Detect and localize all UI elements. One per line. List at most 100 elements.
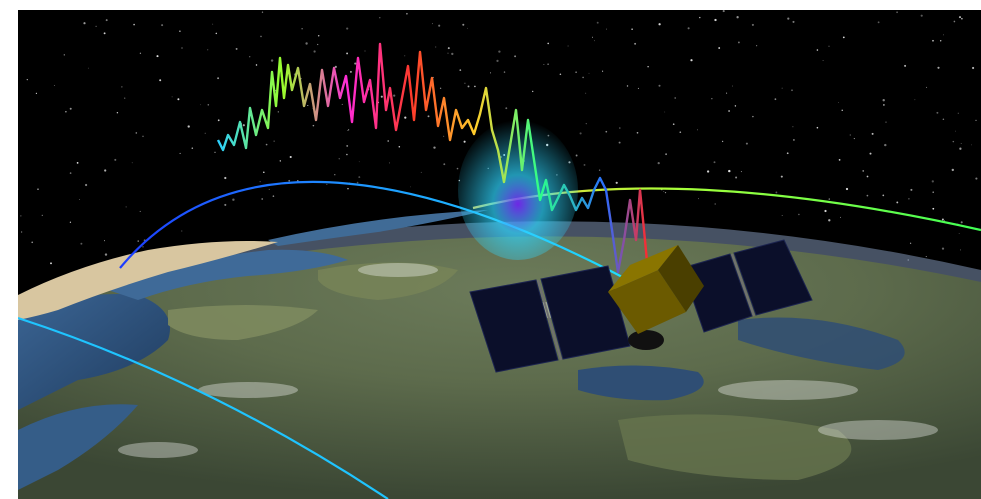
star bbox=[838, 159, 841, 161]
star bbox=[279, 160, 281, 162]
star bbox=[960, 221, 963, 224]
star bbox=[307, 104, 309, 107]
star bbox=[76, 162, 79, 164]
star bbox=[313, 50, 316, 53]
star bbox=[567, 45, 569, 47]
star bbox=[960, 143, 962, 144]
star bbox=[781, 215, 783, 216]
star bbox=[543, 64, 545, 65]
star bbox=[35, 92, 37, 94]
satellite[interactable] bbox=[469, 239, 813, 373]
star bbox=[791, 89, 793, 92]
star bbox=[575, 71, 577, 74]
star bbox=[124, 97, 126, 99]
ocean-central bbox=[18, 404, 138, 490]
star bbox=[467, 27, 468, 29]
star bbox=[828, 198, 830, 200]
star bbox=[816, 126, 819, 129]
star bbox=[849, 134, 851, 136]
satellite-body-front bbox=[608, 270, 686, 334]
star bbox=[187, 125, 190, 128]
star bbox=[133, 23, 135, 26]
star bbox=[728, 110, 731, 112]
star bbox=[358, 176, 361, 179]
star bbox=[181, 47, 183, 49]
star bbox=[433, 146, 436, 149]
star bbox=[104, 169, 107, 172]
star bbox=[464, 82, 466, 85]
star bbox=[740, 171, 742, 173]
star bbox=[69, 107, 72, 110]
star bbox=[341, 103, 343, 105]
star bbox=[26, 78, 28, 81]
star bbox=[532, 90, 534, 93]
star bbox=[116, 112, 119, 114]
star bbox=[272, 195, 275, 197]
orbit-track-cyan[interactable] bbox=[18, 316, 389, 499]
star bbox=[925, 256, 927, 257]
star bbox=[690, 59, 693, 62]
star bbox=[346, 27, 349, 30]
star bbox=[575, 154, 578, 157]
star bbox=[65, 111, 67, 113]
star bbox=[53, 85, 55, 86]
star bbox=[69, 221, 72, 223]
star bbox=[953, 20, 956, 23]
star bbox=[142, 135, 144, 138]
star bbox=[596, 21, 599, 24]
star bbox=[932, 207, 935, 210]
star bbox=[349, 70, 352, 73]
star bbox=[606, 28, 607, 30]
star bbox=[786, 152, 789, 155]
star bbox=[706, 170, 710, 173]
panel-hinge-left bbox=[537, 279, 562, 361]
star bbox=[179, 30, 181, 32]
star bbox=[347, 129, 350, 131]
star bbox=[822, 59, 824, 62]
star bbox=[358, 161, 360, 163]
star bbox=[131, 162, 133, 164]
star bbox=[103, 240, 105, 242]
star bbox=[958, 233, 960, 234]
star bbox=[288, 179, 291, 182]
star bbox=[447, 47, 450, 50]
star bbox=[41, 214, 43, 217]
star bbox=[456, 167, 459, 170]
star bbox=[334, 65, 337, 68]
scene-canvas[interactable] bbox=[18, 10, 981, 499]
star bbox=[728, 169, 731, 173]
spectral-signal-line[interactable] bbox=[216, 42, 650, 274]
star bbox=[242, 124, 245, 127]
star bbox=[941, 247, 945, 250]
star bbox=[317, 43, 319, 46]
satellite-dish bbox=[628, 330, 664, 350]
star bbox=[798, 213, 800, 216]
satellite-body-top bbox=[608, 245, 678, 292]
star bbox=[664, 111, 666, 113]
star bbox=[121, 86, 123, 88]
star bbox=[732, 85, 733, 87]
star bbox=[191, 147, 194, 149]
star bbox=[255, 64, 258, 66]
star bbox=[427, 115, 430, 118]
star bbox=[792, 138, 795, 141]
star bbox=[582, 76, 584, 79]
star bbox=[674, 97, 677, 99]
star bbox=[904, 64, 907, 67]
earth-atmosphere-rim bbox=[18, 221, 981, 310]
star bbox=[326, 183, 328, 185]
star bbox=[877, 21, 880, 24]
star bbox=[862, 170, 865, 172]
star bbox=[50, 262, 52, 265]
sea-baltic bbox=[578, 365, 704, 401]
star bbox=[547, 63, 549, 65]
star bbox=[721, 140, 724, 143]
star bbox=[775, 191, 778, 194]
star bbox=[212, 23, 214, 25]
star bbox=[80, 242, 83, 245]
star bbox=[957, 112, 959, 114]
star bbox=[270, 59, 274, 62]
star bbox=[920, 14, 923, 17]
3d-viewport[interactable] bbox=[18, 10, 981, 499]
star bbox=[79, 199, 81, 200]
